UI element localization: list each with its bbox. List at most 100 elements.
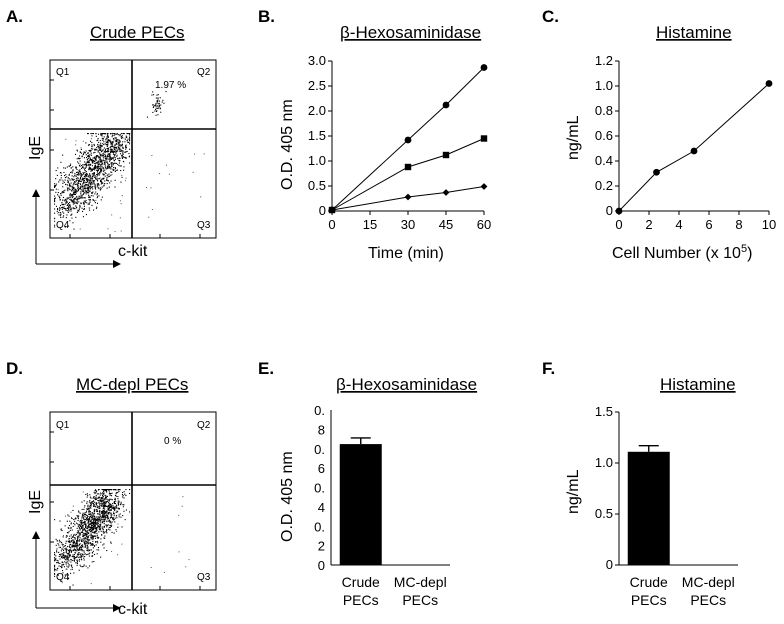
event-dot xyxy=(129,134,131,136)
event-dot xyxy=(105,515,107,517)
event-dot xyxy=(114,154,116,156)
event-dot xyxy=(85,166,87,168)
event-dot xyxy=(109,141,111,143)
event-dot xyxy=(106,177,108,179)
event-dot xyxy=(120,170,122,172)
event-dot xyxy=(105,133,107,135)
event-dot xyxy=(70,551,72,553)
event-dot xyxy=(81,555,83,557)
event-dot xyxy=(89,500,91,502)
event-dot xyxy=(75,543,77,545)
event-dot xyxy=(95,149,97,151)
event-dot xyxy=(129,143,131,145)
event-dot xyxy=(58,565,60,567)
event-dot xyxy=(101,506,103,508)
event-dot xyxy=(71,541,73,543)
event-dot xyxy=(88,203,90,205)
event-dot xyxy=(99,524,101,526)
event-dot xyxy=(119,149,121,151)
event-dot xyxy=(63,554,65,556)
event-dot xyxy=(81,538,83,540)
panel-label-a: A. xyxy=(6,7,23,26)
event-dot xyxy=(105,505,107,507)
event-dot xyxy=(111,531,113,533)
event-dot xyxy=(94,497,96,499)
event-dot xyxy=(100,523,102,525)
event-dot xyxy=(93,545,95,547)
event-dot xyxy=(97,518,99,520)
event-dot xyxy=(54,569,56,571)
event-dot xyxy=(92,161,94,163)
event-dot xyxy=(101,162,103,164)
event-dot xyxy=(89,502,91,504)
event-dot xyxy=(86,538,88,540)
event-dot xyxy=(65,542,67,544)
event-dot xyxy=(95,541,97,543)
event-dot xyxy=(88,186,90,188)
event-dot xyxy=(70,534,72,536)
event-dot xyxy=(76,202,78,204)
event-dot xyxy=(99,503,101,505)
event-dot xyxy=(107,508,109,510)
chart-b-title: β-Hexosaminidase xyxy=(340,23,481,42)
event-dot xyxy=(71,197,73,199)
chart-c-ytick-label: 1.0 xyxy=(595,78,613,93)
event-dot xyxy=(98,505,100,507)
event-dot xyxy=(87,160,89,162)
event-dot xyxy=(85,517,87,519)
event-dot xyxy=(97,520,99,522)
event-dot xyxy=(66,207,68,209)
event-dot xyxy=(98,184,100,186)
chart-b-point-circle xyxy=(480,64,488,71)
event-dot xyxy=(81,197,83,199)
event-dot xyxy=(110,158,112,160)
event-dot xyxy=(104,150,106,152)
event-dot xyxy=(83,557,85,559)
event-dot xyxy=(90,583,92,585)
event-dot xyxy=(90,133,92,135)
event-dot xyxy=(93,510,95,512)
event-dot xyxy=(102,490,104,492)
chart-c-xlabel-main: Cell Number (x 10 xyxy=(612,245,741,262)
event-dot xyxy=(102,512,104,514)
event-dot xyxy=(67,574,69,576)
event-dot xyxy=(78,549,80,551)
event-dot xyxy=(75,544,77,546)
event-dot xyxy=(121,543,123,545)
flow-d-frame xyxy=(49,411,217,591)
event-dot xyxy=(99,152,101,154)
event-dot xyxy=(81,178,83,180)
event-dot xyxy=(99,500,101,502)
event-dot xyxy=(84,181,86,183)
event-dot xyxy=(95,159,97,161)
event-dot xyxy=(100,530,102,532)
chart-e-ytick-label: 0. xyxy=(314,481,325,496)
event-dot xyxy=(87,504,89,506)
event-dot xyxy=(98,145,100,147)
event-dot xyxy=(64,226,66,228)
event-dot xyxy=(107,150,109,152)
event-dot xyxy=(88,511,90,513)
event-dot xyxy=(69,535,71,537)
event-dot xyxy=(72,505,74,507)
event-dot xyxy=(77,177,79,179)
event-dot xyxy=(116,155,118,157)
event-dot xyxy=(75,140,77,142)
event-dot xyxy=(94,516,96,518)
event-dot xyxy=(154,110,156,112)
chart-b-series-line-circle xyxy=(331,67,485,211)
event-dot xyxy=(109,148,111,150)
event-dot xyxy=(60,212,62,214)
event-dot xyxy=(98,549,100,551)
event-dot xyxy=(73,207,75,209)
event-dot xyxy=(81,517,83,519)
event-dot xyxy=(87,521,89,523)
event-dot xyxy=(101,498,103,500)
event-dot xyxy=(107,158,109,160)
event-dot xyxy=(105,504,107,506)
event-dot xyxy=(71,172,73,174)
event-dot xyxy=(101,489,103,491)
event-dot xyxy=(94,156,96,158)
event-dot xyxy=(98,496,100,498)
event-dot xyxy=(89,174,91,176)
